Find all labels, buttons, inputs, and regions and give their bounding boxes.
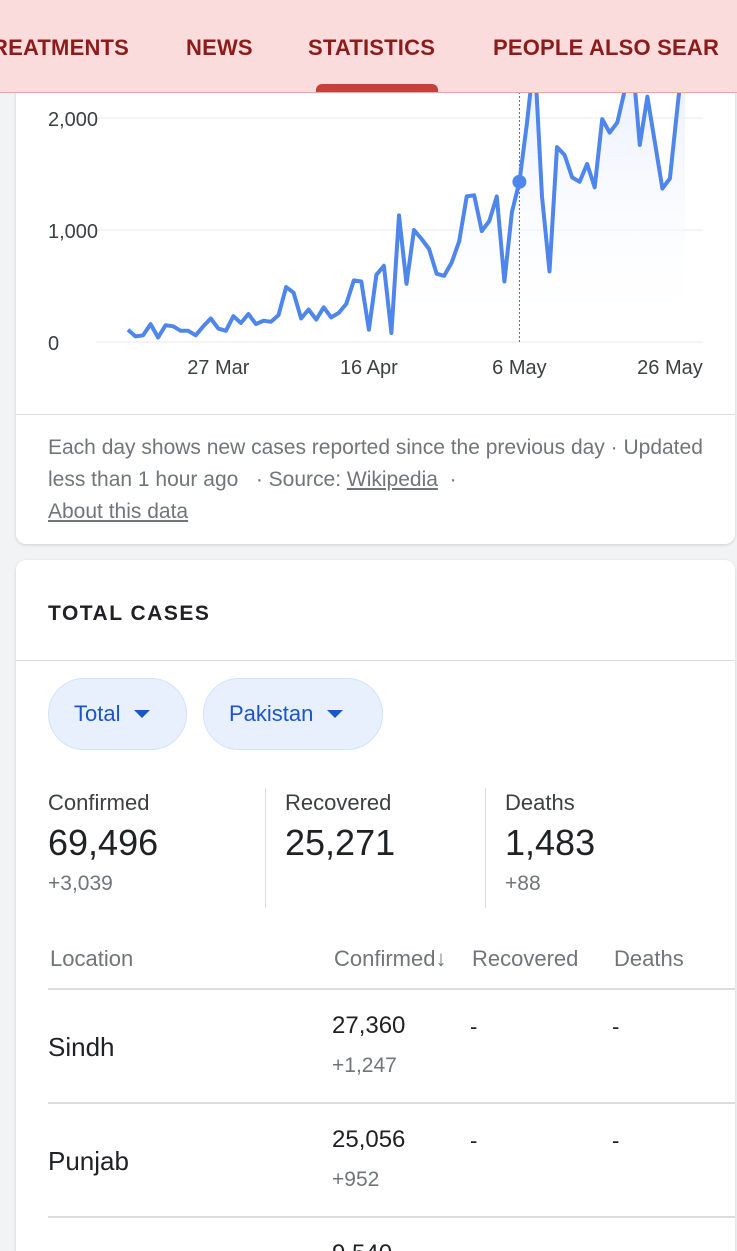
stat-separator (485, 788, 486, 908)
column-header-location[interactable]: Location (50, 946, 134, 971)
stat-value: 25,271 (285, 822, 396, 863)
row-confirmed-delta: +952 (332, 1168, 380, 1191)
chart-note-source-label: · Source: (255, 468, 342, 491)
active-tab-indicator (316, 84, 438, 92)
tab-treatments[interactable]: REATMENTS (0, 35, 130, 60)
row-location: Punjab (48, 1146, 129, 1176)
chevron-down-icon (327, 710, 344, 718)
x-tick-label: 16 Apr (340, 357, 398, 379)
table-header-divider (48, 988, 735, 990)
row-confirmed: 9,540 (332, 1240, 392, 1251)
row-deaths: - (612, 1014, 620, 1039)
about-this-data-link[interactable]: About this data (48, 500, 189, 523)
row-confirmed: 27,360 (332, 1012, 406, 1039)
chart-note-updated: · Updated less than 1 hour ago (48, 436, 703, 491)
chevron-down-icon (134, 710, 151, 718)
stat-recovered: Recovered 25,271 (285, 790, 395, 872)
row-divider (48, 1102, 735, 1104)
stat-deaths: Deaths 1,483 +88 (505, 790, 595, 896)
row-confirmed-delta: +1,247 (332, 1054, 397, 1077)
total-filter-dropdown[interactable]: Total (48, 678, 187, 750)
total-cases-divider (16, 660, 735, 661)
series-area (128, 93, 685, 342)
column-header-recovered[interactable]: Recovered (472, 946, 579, 971)
daily-cases-chart[interactable]: 0 1,000 2,000 27 Mar 16 Apr 6 May 26 May (16, 80, 735, 414)
daily-cases-chart-card: 0 1,000 2,000 27 Mar 16 Apr 6 May 26 May Each … (16, 80, 735, 544)
row-recovered: - (470, 1014, 478, 1039)
series-line (126, 93, 682, 340)
stat-confirmed: Confirmed 69,496 +3,039 (48, 790, 158, 896)
x-tick-label: 27 Mar (187, 357, 250, 379)
y-tick-label: 2,000 (48, 109, 98, 131)
total-filter-label: Total (74, 701, 121, 726)
sort-arrow-icon: ↓ (435, 946, 447, 971)
total-cases-title: TOTAL CASES (48, 602, 211, 625)
stat-label: Deaths (505, 790, 575, 815)
top-tab-bar: REATMENTS NEWS STATISTICS PEOPLE ALSO SE… (0, 0, 737, 93)
stat-delta: +88 (505, 872, 541, 895)
country-filter-dropdown[interactable]: Pakistan (203, 678, 383, 750)
row-deaths: - (612, 1128, 620, 1153)
stat-label: Recovered (285, 790, 392, 815)
chart-plot-area (126, 93, 685, 342)
x-tick-label: 6 May (492, 357, 546, 379)
chart-footnote: Each day shows new cases reported since … (48, 432, 708, 528)
tab-statistics[interactable]: STATISTICS (308, 35, 436, 60)
total-cases-card: TOTAL CASES Total Pakistan Confirmed 69,… (16, 560, 735, 1251)
y-tick-label: 0 (48, 333, 59, 355)
y-tick-label: 1,000 (48, 221, 98, 243)
wikipedia-link[interactable]: Wikipedia (346, 468, 438, 491)
column-header-confirmed[interactable]: Confirmed↓ (334, 946, 446, 972)
column-header-deaths[interactable]: Deaths (614, 946, 684, 971)
chart-note-separator: · (449, 468, 457, 491)
chart-divider (16, 414, 735, 415)
stat-separator (265, 788, 266, 908)
column-header-confirmed-label: Confirmed (334, 946, 436, 971)
row-location: Sindh (48, 1032, 115, 1062)
chart-note-text: Each day shows new cases reported since … (48, 436, 605, 459)
country-filter-label: Pakistan (229, 701, 314, 726)
stat-value: 1,483 (505, 822, 596, 863)
tab-people-also-search[interactable]: PEOPLE ALSO SEAR (493, 35, 720, 60)
stat-label: Confirmed (48, 790, 150, 815)
row-divider (48, 1216, 735, 1218)
x-tick-label: 26 May (637, 357, 703, 379)
stat-delta: +3,039 (48, 872, 113, 895)
stat-value: 69,496 (48, 822, 159, 863)
highlighted-point[interactable] (512, 174, 527, 189)
tab-news[interactable]: NEWS (186, 35, 253, 60)
row-recovered: - (470, 1128, 478, 1153)
row-confirmed: 25,056 (332, 1126, 406, 1153)
